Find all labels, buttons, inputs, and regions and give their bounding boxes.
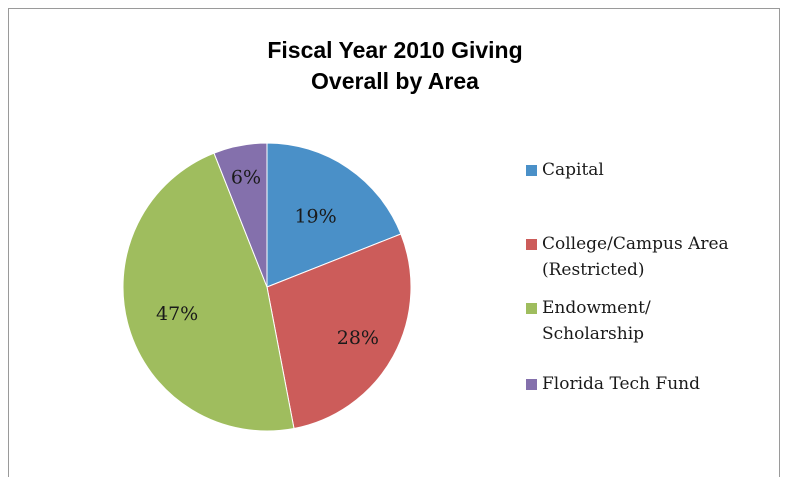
legend-label-florida-tech-fund: Florida Tech Fund	[542, 371, 700, 397]
legend-item-capital: Capital	[526, 159, 604, 183]
legend-label-endowment: Endowment/ Scholarship	[542, 295, 651, 347]
pie-slice-college-campus	[266, 233, 412, 430]
pie-slice-endowment	[122, 152, 295, 432]
legend-label-college-campus: College/Campus Area (Restricted)	[542, 231, 729, 283]
legend-swatch-florida-tech-fund	[526, 379, 537, 390]
data-label-capital: 19%	[294, 206, 336, 228]
legend-item-endowment: Endowment/ Scholarship	[526, 297, 651, 347]
legend-label-line: Endowment/	[542, 298, 651, 318]
legend-swatch-endowment	[526, 303, 537, 314]
data-label-college-campus: 28%	[337, 327, 379, 349]
legend-swatch-college-campus	[526, 239, 537, 250]
legend-swatch-capital	[526, 165, 537, 176]
legend-label-line: Scholarship	[542, 324, 645, 344]
legend-label-line: College/Campus Area	[542, 234, 729, 254]
legend-label-line: (Restricted)	[542, 260, 645, 280]
legend-label-line: Florida Tech Fund	[542, 374, 700, 394]
legend-label-line: Capital	[542, 160, 604, 180]
pie-chart: 19% 28% 47% 6%	[122, 142, 412, 432]
chart-title: Fiscal Year 2010 Giving Overall by Area	[9, 35, 781, 97]
data-label-endowment: 47%	[156, 303, 198, 325]
chart-title-line-2: Overall by Area	[311, 68, 479, 94]
legend-label-capital: Capital	[542, 157, 604, 183]
legend-item-college-campus: College/Campus Area (Restricted)	[526, 233, 729, 283]
pie-slice-capital	[266, 142, 402, 288]
chart-title-line-1: Fiscal Year 2010 Giving	[267, 37, 523, 63]
legend-item-florida-tech-fund: Florida Tech Fund	[526, 373, 700, 397]
data-label-florida-tech-fund: 6%	[231, 167, 261, 189]
chart-area: Fiscal Year 2010 Giving Overall by Area …	[8, 8, 780, 477]
pie-slice-florida-tech-fund	[213, 142, 268, 288]
